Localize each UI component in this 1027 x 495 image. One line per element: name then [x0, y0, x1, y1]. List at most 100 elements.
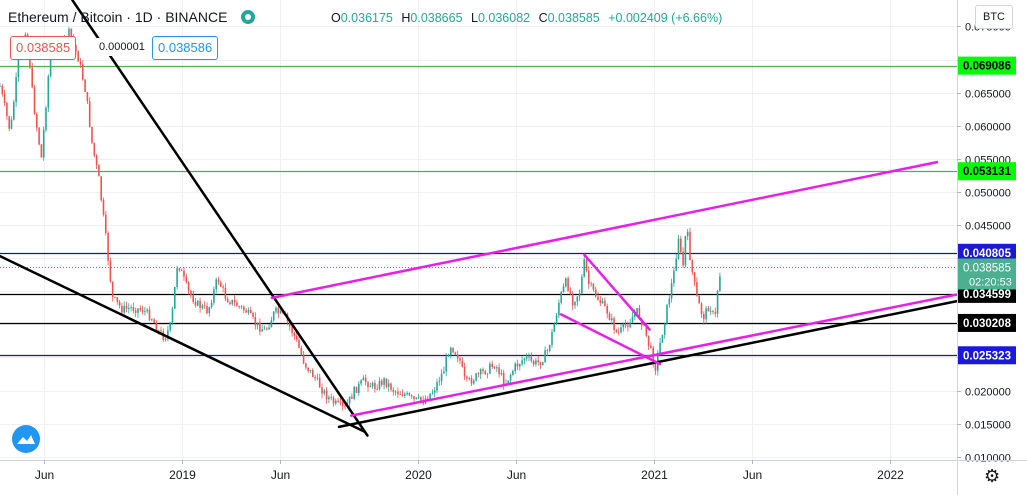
trendline[interactable] — [71, 0, 369, 437]
candle-body — [668, 298, 671, 305]
horizontal-levels[interactable] — [0, 65, 957, 357]
eye-icon[interactable] — [241, 10, 256, 24]
candle-body — [289, 321, 291, 327]
candle-body — [68, 28, 70, 39]
candle-body — [102, 199, 105, 215]
trendline[interactable] — [337, 299, 959, 429]
buy-button[interactable]: 0.038586 — [152, 36, 219, 60]
candle-body — [528, 356, 530, 358]
candle-body — [700, 303, 703, 315]
candle-body — [305, 363, 307, 368]
price-axis[interactable]: 0.0750000.0700000.0650000.0600000.055000… — [957, 0, 1027, 495]
candle-body — [259, 322, 261, 332]
candle-body — [608, 313, 611, 321]
candle-body — [192, 295, 194, 302]
candle-body — [240, 306, 243, 308]
candle-body — [413, 396, 415, 399]
candle-body — [116, 297, 119, 302]
candle-body — [98, 165, 100, 177]
trendlines[interactable] — [0, 0, 959, 437]
candle-body — [100, 176, 102, 200]
candle-body — [180, 270, 183, 272]
candle-body — [298, 339, 300, 348]
grid — [0, 0, 957, 460]
candle-body — [620, 327, 622, 333]
tradingview-logo-icon[interactable] — [12, 425, 40, 453]
candle-body — [631, 316, 634, 323]
candle-body — [153, 319, 155, 323]
candle-body — [190, 290, 192, 296]
low-value: 0.036082 — [477, 11, 531, 25]
candle-body — [279, 310, 282, 314]
x-tick-label: 2021 — [641, 468, 668, 482]
candle-body — [567, 278, 569, 291]
candle-body — [588, 270, 590, 285]
candle-body — [220, 282, 222, 287]
candle-body — [500, 372, 503, 375]
candle-body — [36, 113, 38, 128]
gear-icon[interactable]: ⚙ — [984, 466, 1001, 486]
candle-body — [3, 94, 6, 103]
symbol-header[interactable]: Ethereum / Bitcoin · 1D · BINANCE — [8, 9, 263, 25]
candle-body — [47, 76, 50, 108]
candle-body — [229, 302, 231, 305]
candle-body — [397, 391, 399, 395]
candle-body — [516, 363, 519, 367]
candle-body — [295, 335, 298, 340]
candle-body — [125, 306, 128, 309]
time-axis[interactable]: Jun 2019 Jun 2020 Jun 2021 Jun 2022 — [0, 460, 1027, 482]
candle-body — [673, 270, 675, 284]
trendline[interactable] — [583, 253, 651, 331]
candle-body — [387, 383, 390, 387]
candle-body — [141, 309, 144, 312]
trendline[interactable] — [270, 160, 939, 300]
interval[interactable]: 1D — [134, 9, 153, 25]
candle-body — [394, 391, 397, 393]
candle-body — [337, 400, 339, 402]
trendline[interactable] — [350, 293, 959, 417]
candle-body — [194, 301, 197, 306]
y-tick-label: 0.050000 — [965, 188, 1011, 200]
trendline[interactable] — [0, 254, 366, 433]
candle-body — [215, 279, 217, 290]
candle-body — [374, 382, 376, 389]
candle-body — [468, 377, 470, 379]
candle-body — [574, 301, 576, 306]
candle-body — [659, 342, 661, 353]
candle-body — [79, 61, 82, 65]
candle-body — [10, 119, 13, 129]
candle-body — [420, 396, 422, 401]
candle-body — [636, 308, 638, 314]
candle-body — [703, 314, 705, 320]
candle-body — [293, 332, 296, 336]
candle-body — [252, 312, 254, 317]
separator: · — [126, 9, 131, 25]
candle-body — [698, 295, 700, 304]
candle-body — [157, 330, 160, 332]
candle-body — [335, 400, 337, 404]
candle-body — [355, 386, 358, 393]
candle-body — [318, 377, 321, 388]
candle-body — [155, 322, 158, 332]
trendline[interactable] — [559, 313, 662, 366]
candle-body — [537, 360, 539, 362]
candle-body — [206, 305, 208, 314]
level-price-label-bg — [958, 243, 1016, 262]
candle-body — [369, 386, 372, 388]
sell-button[interactable]: 0.038585 — [10, 36, 77, 60]
candle-body — [226, 298, 229, 303]
candle-body — [523, 358, 526, 361]
candle-body — [590, 283, 592, 285]
candle-body — [477, 373, 480, 375]
candle-body — [70, 28, 73, 39]
candle-body — [137, 308, 139, 313]
candle-body — [178, 268, 181, 271]
candles — [0, 26, 721, 411]
candle-body — [8, 116, 10, 129]
high-value: 0.038665 — [410, 11, 463, 25]
candle-body — [507, 380, 510, 384]
candle-body — [339, 401, 342, 403]
candle-body — [144, 311, 146, 312]
currency-button[interactable]: BTC — [975, 5, 1013, 29]
